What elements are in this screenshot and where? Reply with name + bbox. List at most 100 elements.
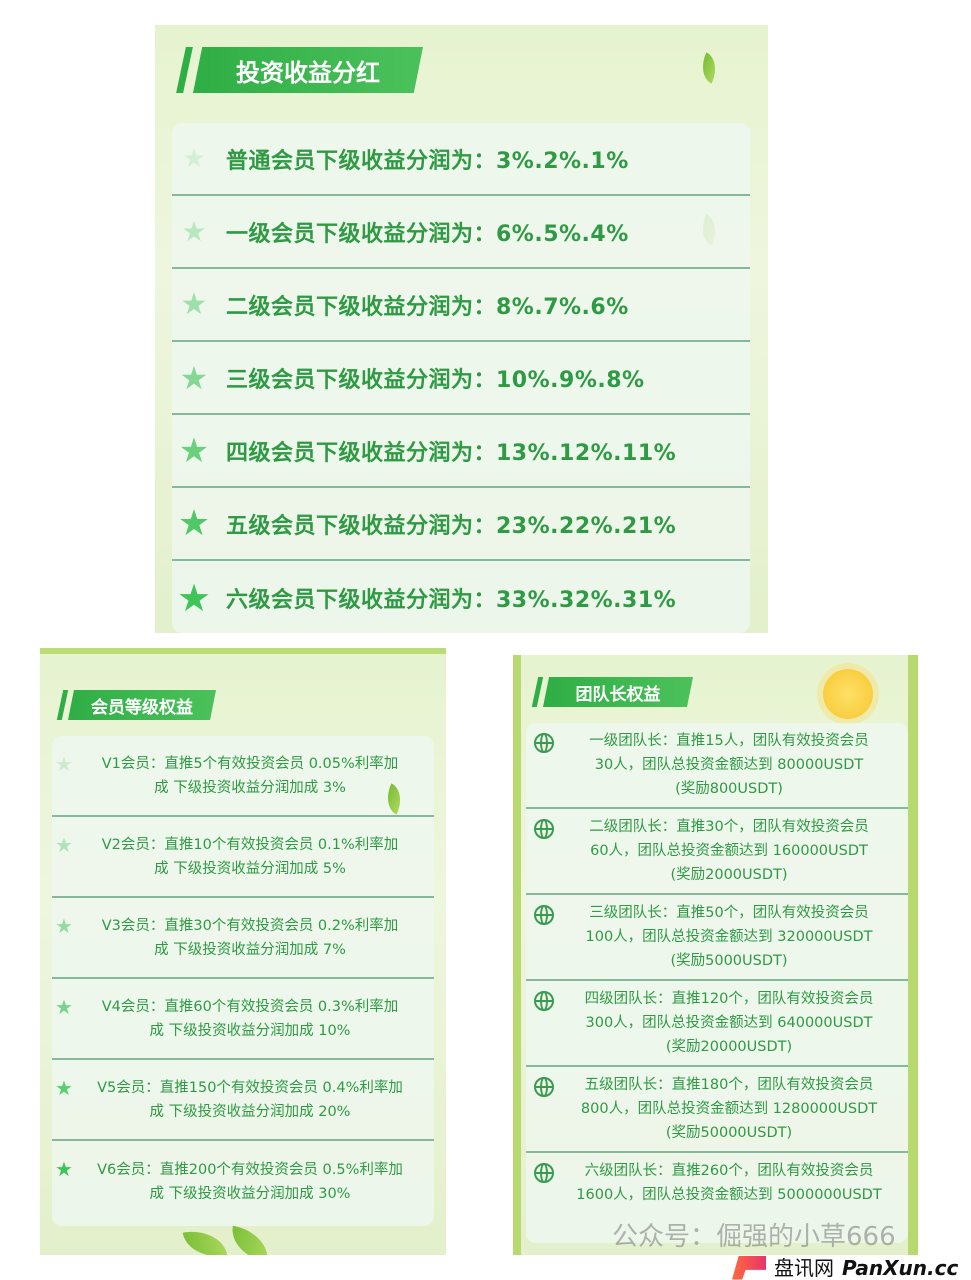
dividend-text: 四级会员下级收益分润为：13%.12%.11% bbox=[226, 440, 677, 466]
member-level-list: ★ V1会员：直推5个有效投资会员 0.05%利率加成 下级投资收益分润加成 3%… bbox=[52, 736, 434, 1226]
line: 三级团队长：直推50个，团队有效投资会员 bbox=[589, 905, 869, 921]
dividend-list: ★ 普通会员下级收益分润为：3%.2%.1% ★ 一级会员下级收益分润为：6%.5%.… bbox=[172, 123, 750, 633]
dividend-text: 五级会员下级收益分润为：23%.22%.21% bbox=[226, 513, 677, 539]
watermark-text: 公众号：倔强的小草666 bbox=[612, 1222, 896, 1252]
dividend-row: ★ 二级会员下级收益分润为：8%.7%.6% bbox=[172, 269, 750, 342]
team-leader-text: 六级团队长：直推260个，团队有效投资会员 1600人，团队总投资金额达到 500… bbox=[526, 1159, 908, 1207]
dividend-row: ★ 三级会员下级收益分润为：10%.9%.8% bbox=[172, 342, 750, 415]
team-leader-text: 四级团队长：直推120个，团队有效投资会员 300人，团队总投资金额达到 6400… bbox=[526, 987, 908, 1059]
member-level-text: V1会员：直推5个有效投资会员 0.05%利率加成 下级投资收益分润加成 3% bbox=[52, 752, 434, 800]
line: 成 下级投资收益分润加成 30% bbox=[149, 1185, 351, 1202]
team-leader-text: 三级团队长：直推50个，团队有效投资会员 100人，团队总投资金额达到 32000… bbox=[526, 901, 908, 973]
member-level-text: V4会员：直推60个有效投资会员 0.3%利率加成 下级投资收益分润加成 10% bbox=[52, 995, 434, 1043]
member-level-row: ★ V1会员：直推5个有效投资会员 0.05%利率加成 下级投资收益分润加成 3% bbox=[52, 736, 434, 817]
member-level-text: V3会员：直推30个有效投资会员 0.2%利率加成 下级投资收益分润加成 7% bbox=[52, 914, 434, 962]
line: (奖励800USDT) bbox=[675, 781, 783, 797]
team-leader-row: 三级团队长：直推50个，团队有效投资会员 100人，团队总投资金额达到 32000… bbox=[526, 895, 908, 981]
dividend-row: ★ 五级会员下级收益分润为：23%.22%.21% bbox=[172, 488, 750, 561]
banner-accent bbox=[56, 690, 69, 720]
line: 成 下级投资收益分润加成 10% bbox=[149, 1022, 351, 1039]
star-icon: ★ bbox=[177, 503, 211, 544]
member-level-panel: 会员等级权益 ★ V1会员：直推5个有效投资会员 0.05%利率加成 下级投资收益… bbox=[40, 648, 446, 1255]
team-leader-row: 二级团队长：直推30个，团队有效投资会员 60人，团队总投资金额达到 160000… bbox=[526, 809, 908, 895]
leaf-icon bbox=[227, 1225, 273, 1255]
line: 300人，团队总投资金额达到 640000USDT bbox=[585, 1015, 873, 1031]
line: (奖励2000USDT) bbox=[670, 867, 788, 883]
leaf-icon bbox=[182, 1225, 228, 1255]
team-leader-text: 二级团队长：直推30个，团队有效投资会员 60人，团队总投资金额达到 160000… bbox=[526, 815, 908, 887]
line: V6会员：直推200个有效投资会员 0.5%利率加 bbox=[97, 1161, 403, 1178]
member-level-text: V6会员：直推200个有效投资会员 0.5%利率加成 下级投资收益分润加成 30… bbox=[52, 1158, 434, 1206]
leaf-icon bbox=[695, 52, 723, 84]
dividend-text: 六级会员下级收益分润为：33%.32%.31% bbox=[226, 587, 677, 613]
star-icon: ★ bbox=[176, 575, 212, 620]
line: V5会员：直推150个有效投资会员 0.4%利率加 bbox=[97, 1079, 403, 1096]
team-leader-row: 六级团队长：直推260个，团队有效投资会员 1600人，团队总投资金额达到 500… bbox=[526, 1153, 908, 1239]
line: 六级团队长：直推260个，团队有效投资会员 bbox=[584, 1163, 874, 1179]
dividend-row: ★ 六级会员下级收益分润为：33%.32%.31% bbox=[172, 561, 750, 633]
team-leader-list: 一级团队长：直推15人，团队有效投资会员 30人，团队总投资金额达到 80000U… bbox=[526, 723, 908, 1243]
star-icon: ★ bbox=[55, 1157, 73, 1181]
line: (奖励50000USDT) bbox=[665, 1125, 793, 1141]
globe-icon bbox=[534, 819, 554, 839]
dividend-row: ★ 一级会员下级收益分润为：6%.5%.4% bbox=[172, 196, 750, 269]
line: V3会员：直推30个有效投资会员 0.2%利率加 bbox=[101, 917, 399, 934]
team-leader-text: 五级团队长：直推180个，团队有效投资会员 800人，团队总投资金额达到 1280… bbox=[526, 1073, 908, 1145]
globe-icon bbox=[534, 1077, 554, 1097]
panel-title: 投资收益分红 bbox=[193, 47, 423, 93]
star-icon: ★ bbox=[55, 914, 73, 938]
team-leader-row: 一级团队长：直推15人，团队有效投资会员 30人，团队总投资金额达到 80000U… bbox=[526, 723, 908, 809]
team-leader-panel: 团队长权益 一级团队长：直推15人，团队有效投资会员 30人，团队总投资金额达到 … bbox=[513, 655, 918, 1255]
dividend-text: 一级会员下级收益分润为：6%.5%.4% bbox=[226, 221, 629, 247]
globe-icon bbox=[534, 1163, 554, 1183]
star-icon: ★ bbox=[180, 287, 208, 322]
dividend-row: ★ 四级会员下级收益分润为：13%.12%.11% bbox=[172, 415, 750, 488]
star-icon: ★ bbox=[55, 995, 73, 1019]
star-icon: ★ bbox=[179, 358, 209, 397]
member-level-row: ★ V6会员：直推200个有效投资会员 0.5%利率加成 下级投资收益分润加成 3… bbox=[52, 1141, 434, 1222]
line: 1600人，团队总投资金额达到 5000000USDT bbox=[576, 1187, 882, 1203]
line: 二级团队长：直推30个，团队有效投资会员 bbox=[589, 819, 869, 835]
member-level-row: ★ V5会员：直推150个有效投资会员 0.4%利率加成 下级投资收益分润加成 2… bbox=[52, 1060, 434, 1141]
member-level-row: ★ V4会员：直推60个有效投资会员 0.3%利率加成 下级投资收益分润加成 10… bbox=[52, 979, 434, 1060]
logo-en: PanXun.cc bbox=[842, 1255, 959, 1280]
banner-accent bbox=[176, 47, 193, 93]
line: 800人，团队总投资金额达到 1280000USDT bbox=[580, 1101, 878, 1117]
line: (奖励5000USDT) bbox=[670, 953, 788, 969]
line: 成 下级投资收益分润加成 7% bbox=[154, 941, 346, 958]
line: 成 下级投资收益分润加成 3% bbox=[154, 779, 346, 796]
logo-cn: 盘讯网 bbox=[774, 1255, 834, 1280]
panel-title: 会员等级权益 bbox=[68, 690, 216, 720]
star-icon: ★ bbox=[182, 143, 206, 174]
line: 100人，团队总投资金额达到 320000USDT bbox=[585, 929, 873, 945]
dividend-text: 三级会员下级收益分润为：10%.9%.8% bbox=[226, 367, 645, 393]
panel-title: 团队长权益 bbox=[543, 677, 693, 707]
star-icon: ★ bbox=[181, 215, 207, 248]
logo-mark-icon bbox=[732, 1255, 766, 1280]
line: 60人，团队总投资金额达到 160000USDT bbox=[590, 843, 868, 859]
line: 五级团队长：直推180个，团队有效投资会员 bbox=[584, 1077, 874, 1093]
banner-accent bbox=[531, 677, 544, 707]
star-icon: ★ bbox=[55, 833, 73, 857]
star-icon: ★ bbox=[55, 1076, 73, 1100]
member-level-row: ★ V3会员：直推30个有效投资会员 0.2%利率加成 下级投资收益分润加成 7% bbox=[52, 898, 434, 979]
member-level-row: ★ V2会员：直推10个有效投资会员 0.1%利率加成 下级投资收益分润加成 5% bbox=[52, 817, 434, 898]
line: 四级团队长：直推120个，团队有效投资会员 bbox=[584, 991, 874, 1007]
globe-icon bbox=[534, 991, 554, 1011]
globe-icon bbox=[534, 733, 554, 753]
star-icon: ★ bbox=[55, 752, 73, 776]
line: V2会员：直推10个有效投资会员 0.1%利率加 bbox=[101, 836, 399, 853]
line: 成 下级投资收益分润加成 20% bbox=[149, 1103, 351, 1120]
line: V1会员：直推5个有效投资会员 0.05%利率加 bbox=[101, 755, 399, 772]
dividend-row: ★ 普通会员下级收益分润为：3%.2%.1% bbox=[172, 123, 750, 196]
line: 一级团队长：直推15人，团队有效投资会员 bbox=[589, 733, 869, 749]
panxun-logo: 盘讯网 PanXun.cc bbox=[732, 1255, 958, 1280]
investment-dividend-panel: 投资收益分红 ★ 普通会员下级收益分润为：3%.2%.1% ★ 一级会员下级收益分润为… bbox=[155, 25, 768, 633]
star-icon: ★ bbox=[178, 430, 210, 471]
team-leader-text: 一级团队长：直推15人，团队有效投资会员 30人，团队总投资金额达到 80000U… bbox=[526, 729, 908, 801]
line: 30人，团队总投资金额达到 80000USDT bbox=[594, 757, 864, 773]
dividend-text: 普通会员下级收益分润为：3%.2%.1% bbox=[226, 148, 629, 174]
team-leader-row: 四级团队长：直推120个，团队有效投资会员 300人，团队总投资金额达到 6400… bbox=[526, 981, 908, 1067]
member-level-text: V5会员：直推150个有效投资会员 0.4%利率加成 下级投资收益分润加成 20… bbox=[52, 1076, 434, 1124]
member-level-text: V2会员：直推10个有效投资会员 0.1%利率加成 下级投资收益分润加成 5% bbox=[52, 833, 434, 881]
